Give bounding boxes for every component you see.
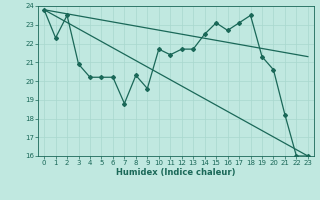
X-axis label: Humidex (Indice chaleur): Humidex (Indice chaleur) (116, 168, 236, 177)
